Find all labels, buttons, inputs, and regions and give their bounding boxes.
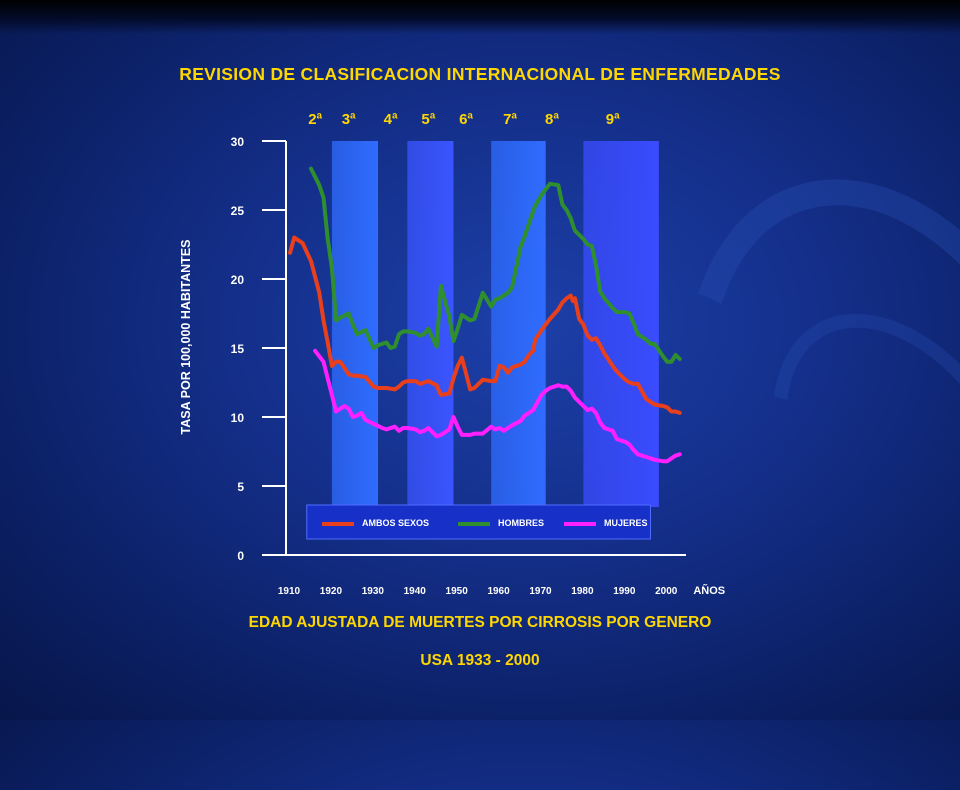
revision-band xyxy=(491,141,546,507)
revision-band xyxy=(331,141,379,507)
y-tick-label: 30 xyxy=(231,135,245,149)
revision-label: 5ª xyxy=(421,111,435,128)
y-tick-label: 15 xyxy=(231,342,245,356)
revision-label: 6ª xyxy=(459,111,473,128)
x-tick-label: 1990 xyxy=(613,586,636,597)
revision-label: 2ª xyxy=(308,111,322,128)
series-line-mujeres xyxy=(313,348,682,464)
legend-label: AMBOS SEXOS xyxy=(362,518,429,528)
y-tick-label: 5 xyxy=(237,480,244,494)
y-axis-label: TASA POR 100,000 HABITANTES xyxy=(179,240,193,435)
legend-label: MUJERES xyxy=(604,518,648,528)
y-tick-label: 0 xyxy=(237,549,244,563)
x-tick-label: 2000 xyxy=(655,586,678,597)
revision-label: 7ª xyxy=(503,111,517,128)
x-tick-label: 1960 xyxy=(487,586,510,597)
chart-subtitle: EDAD AJUSTADA DE MUERTES POR CIRROSIS PO… xyxy=(248,614,712,631)
x-tick-label: 1980 xyxy=(571,586,594,597)
series-line-hombres xyxy=(309,166,682,364)
revision-label: 4ª xyxy=(384,111,398,128)
x-tick-label: 1910 xyxy=(278,586,301,597)
x-tick-label: 1970 xyxy=(529,586,552,597)
top-dark-band xyxy=(0,0,960,34)
x-tick-label: 1950 xyxy=(446,586,469,597)
legend-label: HOMBRES xyxy=(498,518,544,528)
revision-band xyxy=(407,141,454,507)
x-tick-label: 1920 xyxy=(320,586,343,597)
revision-label: 3ª xyxy=(342,111,356,128)
revision-label: 9ª xyxy=(606,111,620,128)
x-tick-label: 1940 xyxy=(404,586,427,597)
x-tick-label: 1930 xyxy=(362,586,385,597)
series-line-ambos-sexos xyxy=(288,235,682,415)
chart-subtitle-location: USA 1933 - 2000 xyxy=(420,652,540,669)
x-axis-label: AÑOS xyxy=(693,584,725,597)
revision-band xyxy=(583,141,659,507)
cirrhosis-line-chart: 0 5 10 15 20 25 30 1910 1920 1930 1940 1950 1960 1970… xyxy=(179,111,725,597)
y-tick-label: 20 xyxy=(231,273,245,287)
page-title: REVISION DE CLASIFICACION INTERNACIONAL … xyxy=(179,64,781,84)
y-tick-label: 25 xyxy=(231,204,245,218)
revision-label: 8ª xyxy=(545,111,559,128)
y-tick-label: 10 xyxy=(231,411,245,425)
